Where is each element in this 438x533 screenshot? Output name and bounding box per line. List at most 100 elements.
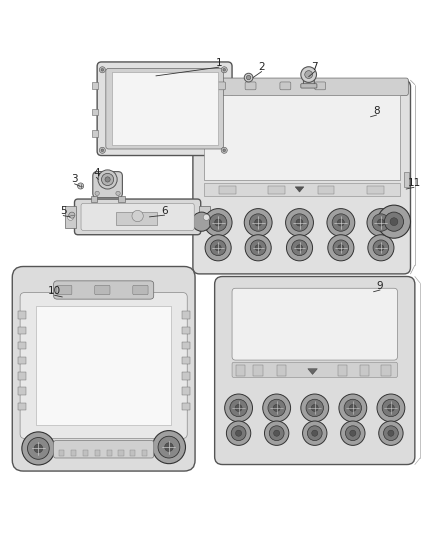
Bar — [360, 365, 369, 376]
Circle shape — [307, 426, 322, 441]
Bar — [65, 206, 76, 228]
Circle shape — [99, 147, 106, 154]
Circle shape — [265, 421, 289, 446]
Circle shape — [231, 426, 246, 441]
Circle shape — [274, 430, 280, 436]
Bar — [182, 327, 190, 334]
Bar — [204, 182, 399, 196]
FancyBboxPatch shape — [133, 285, 148, 295]
Circle shape — [28, 438, 49, 459]
Circle shape — [367, 208, 395, 237]
Bar — [59, 450, 64, 456]
Bar — [367, 186, 384, 194]
Bar — [277, 365, 286, 376]
Circle shape — [297, 245, 303, 251]
FancyBboxPatch shape — [245, 82, 256, 90]
Bar — [92, 130, 98, 137]
Bar — [182, 372, 190, 379]
Circle shape — [269, 426, 284, 441]
Circle shape — [69, 212, 75, 218]
Circle shape — [22, 432, 55, 465]
FancyBboxPatch shape — [232, 362, 397, 377]
Circle shape — [327, 208, 355, 237]
Bar — [253, 365, 262, 376]
Bar — [204, 95, 399, 180]
FancyBboxPatch shape — [280, 82, 291, 90]
FancyBboxPatch shape — [57, 285, 72, 295]
Bar — [113, 72, 218, 144]
Circle shape — [339, 394, 367, 422]
FancyBboxPatch shape — [53, 441, 154, 458]
Circle shape — [378, 205, 410, 238]
Circle shape — [236, 430, 242, 436]
FancyBboxPatch shape — [20, 293, 187, 439]
Circle shape — [379, 421, 403, 446]
Circle shape — [254, 219, 261, 226]
Bar — [268, 186, 285, 194]
Bar — [36, 305, 171, 425]
Circle shape — [132, 211, 143, 222]
Circle shape — [225, 394, 253, 422]
Text: 6: 6 — [161, 206, 168, 216]
Circle shape — [312, 430, 318, 436]
Circle shape — [350, 405, 356, 411]
Circle shape — [250, 214, 267, 231]
FancyBboxPatch shape — [53, 281, 154, 299]
Circle shape — [215, 245, 221, 251]
Text: 5: 5 — [60, 206, 67, 216]
Text: 3: 3 — [71, 174, 78, 184]
FancyBboxPatch shape — [315, 82, 325, 90]
Bar — [18, 403, 26, 410]
Circle shape — [368, 235, 394, 261]
Circle shape — [388, 430, 394, 436]
FancyBboxPatch shape — [195, 78, 408, 95]
Bar — [18, 311, 26, 319]
Circle shape — [226, 421, 251, 446]
Circle shape — [205, 235, 231, 261]
Bar — [219, 186, 236, 194]
FancyBboxPatch shape — [215, 82, 226, 90]
FancyBboxPatch shape — [304, 74, 314, 85]
Circle shape — [338, 245, 344, 251]
Circle shape — [328, 235, 354, 261]
FancyBboxPatch shape — [301, 84, 317, 88]
Circle shape — [34, 444, 43, 453]
FancyBboxPatch shape — [97, 62, 232, 156]
Circle shape — [116, 191, 120, 196]
Circle shape — [305, 71, 313, 78]
Circle shape — [223, 149, 226, 151]
FancyBboxPatch shape — [93, 172, 122, 198]
Text: 7: 7 — [311, 62, 318, 72]
Circle shape — [382, 399, 399, 417]
Circle shape — [378, 245, 384, 251]
Bar — [182, 357, 190, 365]
Text: 2: 2 — [258, 62, 265, 72]
Circle shape — [223, 68, 226, 71]
Circle shape — [98, 170, 117, 189]
Bar — [18, 357, 26, 365]
Circle shape — [378, 219, 385, 226]
Bar — [182, 387, 190, 395]
Circle shape — [165, 443, 173, 451]
Bar — [92, 109, 98, 116]
FancyBboxPatch shape — [232, 288, 397, 360]
FancyBboxPatch shape — [74, 199, 201, 235]
Circle shape — [152, 431, 185, 464]
Bar — [338, 365, 347, 376]
Circle shape — [384, 426, 398, 441]
Circle shape — [268, 399, 286, 417]
Text: 8: 8 — [373, 106, 380, 116]
Circle shape — [306, 399, 323, 417]
Circle shape — [311, 405, 318, 411]
Text: 1: 1 — [215, 58, 223, 68]
FancyBboxPatch shape — [215, 277, 415, 465]
Bar — [71, 450, 76, 456]
Circle shape — [192, 212, 211, 231]
Bar — [182, 342, 190, 349]
Circle shape — [230, 399, 247, 417]
Circle shape — [221, 147, 227, 154]
Bar — [118, 450, 124, 456]
Circle shape — [292, 240, 307, 256]
Circle shape — [377, 394, 405, 422]
Circle shape — [210, 240, 226, 256]
